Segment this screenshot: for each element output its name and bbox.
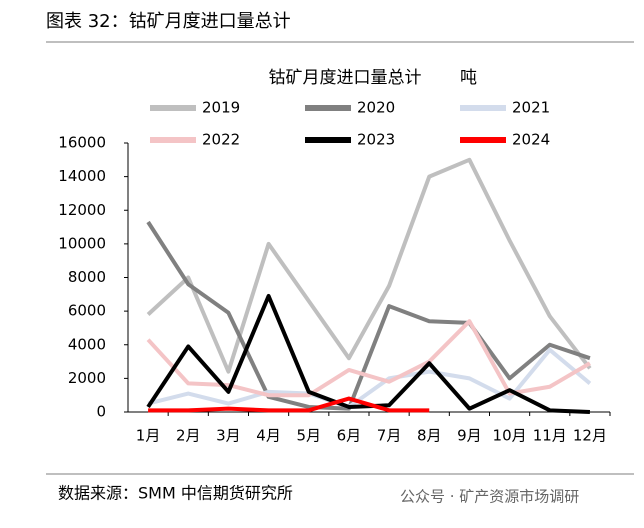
legend-label: 2019 xyxy=(202,99,240,117)
x-tick-label: 9月 xyxy=(457,427,482,445)
series-line xyxy=(146,220,591,411)
y-tick-label: 10000 xyxy=(58,234,106,252)
x-tick-label: 6月 xyxy=(337,427,362,445)
x-tick-label: 3月 xyxy=(216,427,241,445)
y-tick-label: 12000 xyxy=(58,201,106,219)
legend-label: 2021 xyxy=(512,99,550,117)
legend-label: 2023 xyxy=(357,131,395,149)
x-tick-label: 2月 xyxy=(176,427,201,445)
legend-label: 2022 xyxy=(202,131,240,149)
x-tick-label: 10月 xyxy=(493,427,527,445)
source: 数据来源：SMM 中信期货研究所 xyxy=(58,484,293,503)
x-tick-label: 5月 xyxy=(296,427,321,445)
series-line xyxy=(148,396,430,413)
y-tick-label: 14000 xyxy=(58,167,106,185)
y-unit: 吨 xyxy=(460,68,477,88)
x-tick-label: 4月 xyxy=(256,427,281,445)
y-tick-label: 0 xyxy=(96,403,106,421)
y-tick-label: 16000 xyxy=(58,134,106,152)
y-tick-label: 2000 xyxy=(68,369,106,387)
header: 图表 32：钴矿月度进口量总计 xyxy=(46,11,291,32)
y-tick-label: 4000 xyxy=(68,335,106,353)
y-tick-label: 8000 xyxy=(68,268,106,286)
x-tick-label: 1月 xyxy=(136,427,161,445)
chart-title: 钴矿月度进口量总计 xyxy=(269,68,422,88)
x-tick-label: 7月 xyxy=(377,427,402,445)
x-tick-label: 8月 xyxy=(417,427,442,445)
x-tick-label: 12月 xyxy=(573,427,607,445)
series-line xyxy=(146,157,592,374)
legend-label: 2024 xyxy=(512,131,550,149)
legend-label: 2020 xyxy=(357,99,395,117)
y-tick-label: 6000 xyxy=(68,302,106,320)
x-tick-label: 11月 xyxy=(533,427,567,445)
watermark: 公众号 · 矿产资源市场调研 xyxy=(400,488,579,506)
